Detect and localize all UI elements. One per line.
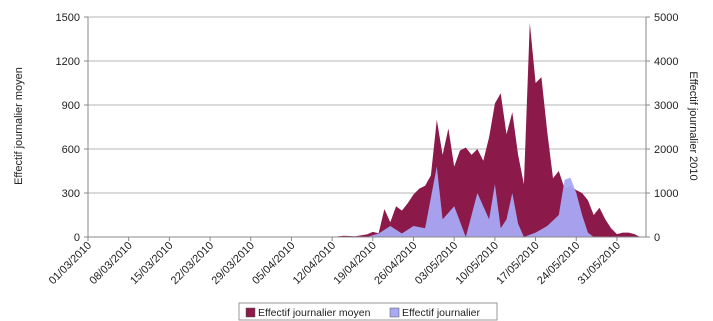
grid-layer	[88, 16, 646, 194]
axis-layer	[84, 16, 650, 241]
x-tick-label-11: 17/05/2010	[494, 240, 541, 287]
y-left-axis-label: Effectif journalier moyen	[13, 67, 25, 185]
y-right-tick-label-0: 0	[654, 232, 660, 244]
x-tick-label-4: 29/03/2010	[210, 240, 257, 287]
x-tick-label-2: 15/03/2010	[128, 240, 175, 287]
area-series-1	[88, 166, 641, 237]
y-right-tick-label-3: 3000	[654, 100, 678, 112]
x-tick-label-5: 05/04/2010	[250, 240, 297, 287]
x-tick-label-9: 03/05/2010	[413, 240, 460, 287]
legend-box	[238, 302, 498, 321]
area-series-0	[88, 22, 641, 238]
x-tick-label-0: 01/03/2010	[47, 240, 94, 287]
x-tick-label-3: 22/03/2010	[169, 240, 216, 287]
legend-label-effectif-journalier: Effectif journalier	[402, 307, 481, 319]
x-tick-label-1: 08/03/2010	[87, 240, 134, 287]
y-left-tick-label-0: 0	[74, 232, 80, 244]
y-right-tick-label-5: 5000	[654, 12, 678, 24]
y-right-axis-label: Effectif journalier 2010	[687, 71, 699, 180]
legend-label-effectif-journalier-moyen: Effectif journalier moyen	[258, 307, 371, 319]
x-tick-label-10: 10/05/2010	[454, 240, 501, 287]
y-left-tick-label-2: 600	[62, 144, 80, 156]
legend: Effectif journalier moyen Effectif journ…	[238, 302, 498, 321]
legend-swatch-effectif-journalier-moyen	[245, 307, 256, 318]
x-tick-label-7: 19/04/2010	[332, 240, 379, 287]
y-right-tick-label-1: 1000	[654, 188, 678, 200]
area-layer	[88, 22, 641, 238]
y-left-tick-label-5: 1500	[56, 12, 80, 24]
x-tick-labels: 01/03/201008/03/201015/03/201022/03/2010…	[47, 240, 623, 287]
y-left-tick-label-1: 300	[62, 188, 80, 200]
y-left-tick-label-4: 1200	[56, 56, 80, 68]
y-right-tick-label-2: 2000	[654, 144, 678, 156]
y-right-tick-label-4: 4000	[654, 56, 678, 68]
y-right-tick-labels: 0 1000 2000 3000 4000 5000	[654, 12, 678, 244]
y-left-tick-label-3: 900	[62, 100, 80, 112]
legend-swatch-effectif-journalier	[389, 307, 400, 318]
x-tick-label-12: 24/05/2010	[535, 240, 582, 287]
x-tick-label-6: 12/04/2010	[291, 240, 338, 287]
x-tick-label-13: 31/05/2010	[576, 240, 623, 287]
x-tick-label-8: 26/04/2010	[372, 240, 419, 287]
y-left-tick-labels: 0 300 600 900 1200 1500	[56, 12, 80, 244]
